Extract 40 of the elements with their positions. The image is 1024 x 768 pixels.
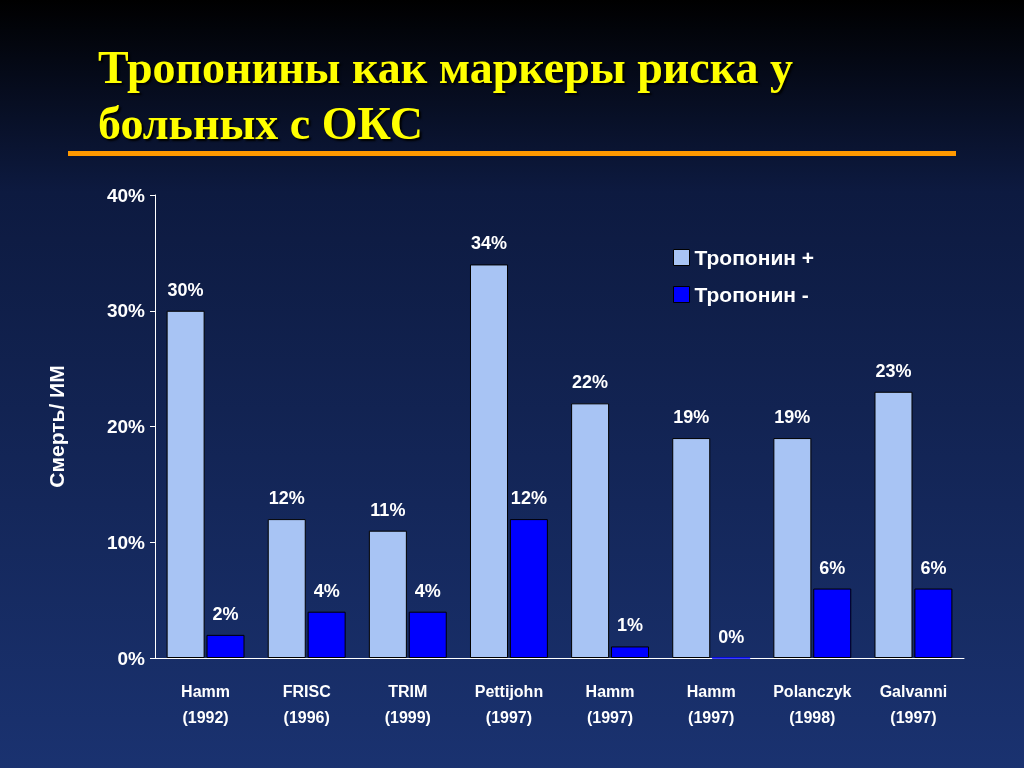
x-tick-label: Hamm (1997) bbox=[686, 682, 736, 726]
bar bbox=[408, 611, 447, 658]
data-label: 30% bbox=[167, 279, 204, 300]
bar bbox=[469, 264, 508, 658]
bar bbox=[509, 519, 548, 658]
bar bbox=[368, 530, 407, 658]
x-tick-label: Hamm (1992) bbox=[181, 682, 231, 726]
bar bbox=[571, 403, 610, 658]
legend-label: Тропонин - bbox=[694, 283, 809, 306]
data-label: 22% bbox=[572, 372, 609, 393]
data-label: 12% bbox=[268, 488, 305, 509]
x-tick-label: Pettijohn (1997) bbox=[474, 682, 544, 726]
data-label: 1% bbox=[617, 615, 644, 636]
bar bbox=[611, 646, 650, 658]
y-axis-title: Смерть/ ИМ bbox=[45, 365, 68, 488]
data-label: 23% bbox=[875, 360, 912, 381]
bar bbox=[672, 438, 711, 658]
y-tick-label: 10% bbox=[106, 531, 146, 553]
y-tick-label: 40% bbox=[106, 184, 146, 206]
x-tick-label: FRISC (1996) bbox=[282, 682, 332, 726]
data-label: 6% bbox=[920, 557, 947, 578]
x-tick-label: Galvanni (1997) bbox=[879, 682, 948, 726]
y-tick-label: 0% bbox=[117, 647, 146, 669]
x-tick-label: TRIM (1999) bbox=[384, 682, 431, 726]
x-tick-label: Polanczyk (1998) bbox=[773, 682, 852, 726]
y-tick-label: 30% bbox=[106, 300, 146, 322]
data-label: 4% bbox=[414, 580, 441, 601]
data-label: 6% bbox=[819, 557, 846, 578]
data-label: 2% bbox=[212, 603, 239, 624]
y-tick-label: 20% bbox=[106, 416, 146, 437]
data-label: 0% bbox=[718, 626, 745, 647]
data-label: 34% bbox=[470, 233, 507, 254]
legend-label: Тропонин + bbox=[694, 246, 815, 269]
data-label: 11% bbox=[370, 499, 406, 520]
chart-title: Тропонины как маркеры риска у больных с ОКС bbox=[98, 41, 794, 151]
data-label: 19% bbox=[673, 407, 710, 428]
data-label: 4% bbox=[313, 580, 340, 601]
x-tick-label: Hamm (1997) bbox=[585, 682, 635, 726]
data-label: 12% bbox=[510, 488, 547, 509]
data-label: 19% bbox=[774, 407, 811, 428]
